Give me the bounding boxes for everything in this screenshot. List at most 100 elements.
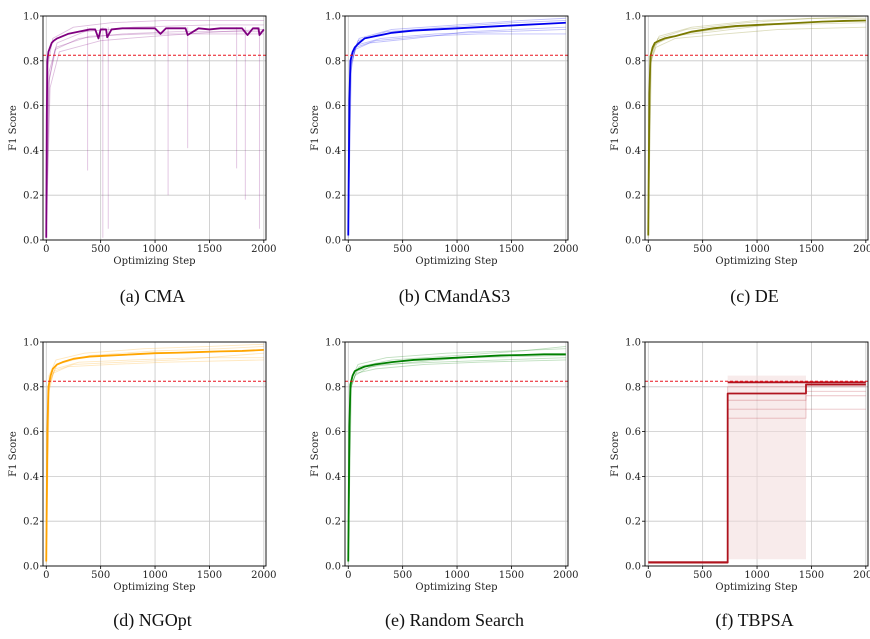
y-axis-label: F1 Score xyxy=(310,431,321,477)
panel-a: 0 500 1000 1500 2000 0.0 0.2 0.4 0.6 0.8 1.0 Optimi… xyxy=(8,12,277,308)
y-tick-label: 1.0 xyxy=(625,338,641,349)
y-axis-label: F1 Score xyxy=(610,105,621,151)
y-tick-label: 0.2 xyxy=(23,191,39,202)
run-line xyxy=(647,22,866,236)
run-line xyxy=(347,28,566,236)
y-axis-label: F1 Score xyxy=(310,105,321,151)
x-tick-label: 1500 xyxy=(197,244,222,255)
y-tick-label: 0.4 xyxy=(325,472,341,483)
subfigure-caption: (e) Random Search xyxy=(385,610,524,631)
run-line xyxy=(45,24,264,234)
y-tick-label: 0.4 xyxy=(625,472,641,483)
x-tick-label: 0 xyxy=(345,570,351,581)
y-tick-label: 0.8 xyxy=(23,56,39,67)
y-axis-label: F1 Score xyxy=(8,431,19,477)
x-tick-label: 1000 xyxy=(444,244,469,255)
y-tick-label: 0.8 xyxy=(625,56,641,67)
x-tick-label: 0 xyxy=(43,570,49,581)
plot-frame xyxy=(344,341,569,567)
x-axis-label: Optimizing Step xyxy=(715,256,797,267)
x-tick-label: 500 xyxy=(693,570,712,581)
run-line xyxy=(648,390,866,562)
subfigure-caption: (f) TBPSA xyxy=(715,610,793,631)
y-tick-label: 0.0 xyxy=(625,236,641,247)
x-tick-label: 2000 xyxy=(251,570,276,581)
y-tick-label: 1.0 xyxy=(23,12,39,23)
x-tick-label: 0 xyxy=(645,570,651,581)
y-tick-label: 0.4 xyxy=(23,472,39,483)
run-line xyxy=(45,20,264,238)
x-tick-label: 500 xyxy=(91,244,110,255)
x-tick-label: 1500 xyxy=(197,570,222,581)
y-tick-label: 0.6 xyxy=(325,427,341,438)
y-tick-label: 0.8 xyxy=(625,382,641,393)
run-line xyxy=(647,26,866,238)
panel-b: 0 500 1000 1500 2000 0.0 0.2 0.4 0.6 0.8 1.0 Optimi… xyxy=(310,12,579,308)
x-tick-label: 1000 xyxy=(744,244,769,255)
confidence-band xyxy=(727,375,806,560)
run-line xyxy=(347,357,566,562)
run-line xyxy=(347,359,566,564)
x-tick-label: 1000 xyxy=(444,570,469,581)
run-line xyxy=(648,395,866,562)
run-line xyxy=(45,33,264,236)
y-tick-label: 0.0 xyxy=(625,562,641,573)
x-tick-label: 500 xyxy=(91,570,110,581)
x-tick-label: 1000 xyxy=(142,570,167,581)
x-tick-label: 1500 xyxy=(499,570,524,581)
x-tick-label: 2000 xyxy=(553,244,578,255)
y-tick-label: 1.0 xyxy=(23,338,39,349)
x-tick-label: 1000 xyxy=(744,570,769,581)
mean-line xyxy=(45,27,265,238)
subfigure-caption: (c) DE xyxy=(730,286,778,307)
plot-frame xyxy=(644,341,869,567)
x-axis-label: Optimizing Step xyxy=(415,582,497,593)
run-line xyxy=(347,26,566,236)
y-tick-label: 0.8 xyxy=(23,382,39,393)
plot-frame xyxy=(42,341,267,567)
x-tick-label: 2000 xyxy=(251,244,276,255)
run-line xyxy=(45,28,264,236)
y-tick-label: 0.2 xyxy=(325,191,341,202)
x-tick-label: 2000 xyxy=(553,570,578,581)
panel-c: 0 500 1000 1500 2000 0.0 0.2 0.4 0.6 0.8 1.0 Optimi… xyxy=(610,12,870,308)
x-axis-label: Optimizing Step xyxy=(415,256,497,267)
y-tick-label: 0.6 xyxy=(625,427,641,438)
run-line xyxy=(347,20,566,234)
run-line xyxy=(45,359,264,562)
y-tick-label: 0.2 xyxy=(23,517,39,528)
x-tick-label: 0 xyxy=(645,244,651,255)
y-tick-label: 1.0 xyxy=(325,12,341,23)
y-axis-label: F1 Score xyxy=(8,105,19,151)
y-tick-label: 1.0 xyxy=(325,338,341,349)
panel-f: 0 500 1000 1500 2000 0.0 0.2 0.4 0.6 0.8 1.0 Optimi… xyxy=(610,338,870,632)
x-tick-label: 0 xyxy=(345,244,351,255)
run-line xyxy=(647,20,866,236)
run-line xyxy=(347,33,566,238)
x-axis-label: Optimizing Step xyxy=(113,582,195,593)
subfigure-caption: (b) CMandAS3 xyxy=(399,286,511,307)
run-line xyxy=(45,31,264,236)
run-line xyxy=(347,17,566,236)
run-line xyxy=(647,17,866,234)
y-tick-label: 0.2 xyxy=(325,517,341,528)
x-axis-label: Optimizing Step xyxy=(113,256,195,267)
y-tick-label: 0.6 xyxy=(625,101,641,112)
run-line xyxy=(45,343,264,560)
y-tick-label: 0.0 xyxy=(23,562,39,573)
x-tick-label: 0 xyxy=(43,244,49,255)
panel-e: 0 500 1000 1500 2000 0.0 0.2 0.4 0.6 0.8 1.0 Optimi… xyxy=(310,338,579,632)
y-tick-label: 0.6 xyxy=(325,101,341,112)
run-line xyxy=(648,386,866,562)
panel-d: 0 500 1000 1500 2000 0.0 0.2 0.4 0.6 0.8 1.0 Optimi… xyxy=(8,338,277,632)
y-tick-label: 0.8 xyxy=(325,382,341,393)
subfigure-caption: (d) NGOpt xyxy=(113,610,192,631)
y-tick-label: 0.0 xyxy=(325,236,341,247)
x-tick-label: 1500 xyxy=(799,570,824,581)
run-line xyxy=(45,346,264,562)
mean-line xyxy=(647,19,866,236)
plot-frame xyxy=(644,15,869,241)
x-tick-label: 500 xyxy=(693,244,712,255)
x-tick-label: 1500 xyxy=(499,244,524,255)
y-tick-label: 0.6 xyxy=(23,427,39,438)
